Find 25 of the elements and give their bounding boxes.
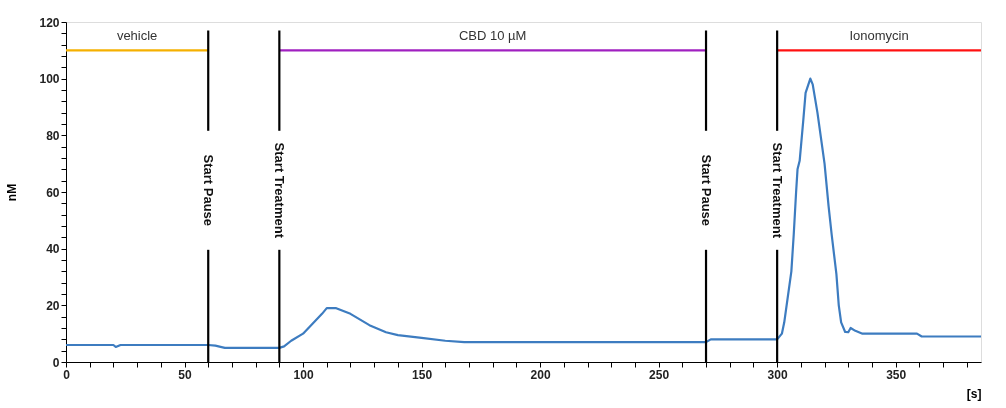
y-tick-label: 120	[39, 15, 60, 30]
y-tick-label: 100	[39, 72, 60, 87]
series-label: CBD 10 µM	[458, 28, 527, 44]
y-axis-title: nM	[5, 183, 20, 202]
y-tick-label: 60	[46, 185, 60, 200]
x-axis-title: [s]	[966, 386, 982, 401]
x-tick-label: 200	[530, 367, 551, 382]
y-tick-label: 40	[46, 242, 60, 257]
ref-line-label: Start Treatment	[272, 142, 288, 239]
x-tick-label: 250	[649, 367, 670, 382]
ref-line-label: Start Treatment	[770, 142, 786, 239]
x-tick-label: 350	[886, 367, 907, 382]
line-series	[64, 77, 983, 349]
y-tick-label: 0	[52, 355, 60, 370]
series-label: Ionomycin	[849, 28, 909, 44]
x-tick-label: 0	[63, 367, 71, 382]
x-tick-label: 300	[767, 367, 788, 382]
y-tick-label: 80	[46, 128, 60, 143]
y-tick-label: 20	[46, 298, 60, 313]
ref-line-label: Start Pause	[201, 154, 217, 227]
series-label: vehicle	[116, 28, 158, 44]
x-tick-label: 100	[293, 367, 314, 382]
ref-line-label: Start Pause	[699, 154, 715, 227]
x-tick-label: 50	[178, 367, 193, 382]
x-tick-label: 150	[412, 367, 433, 382]
